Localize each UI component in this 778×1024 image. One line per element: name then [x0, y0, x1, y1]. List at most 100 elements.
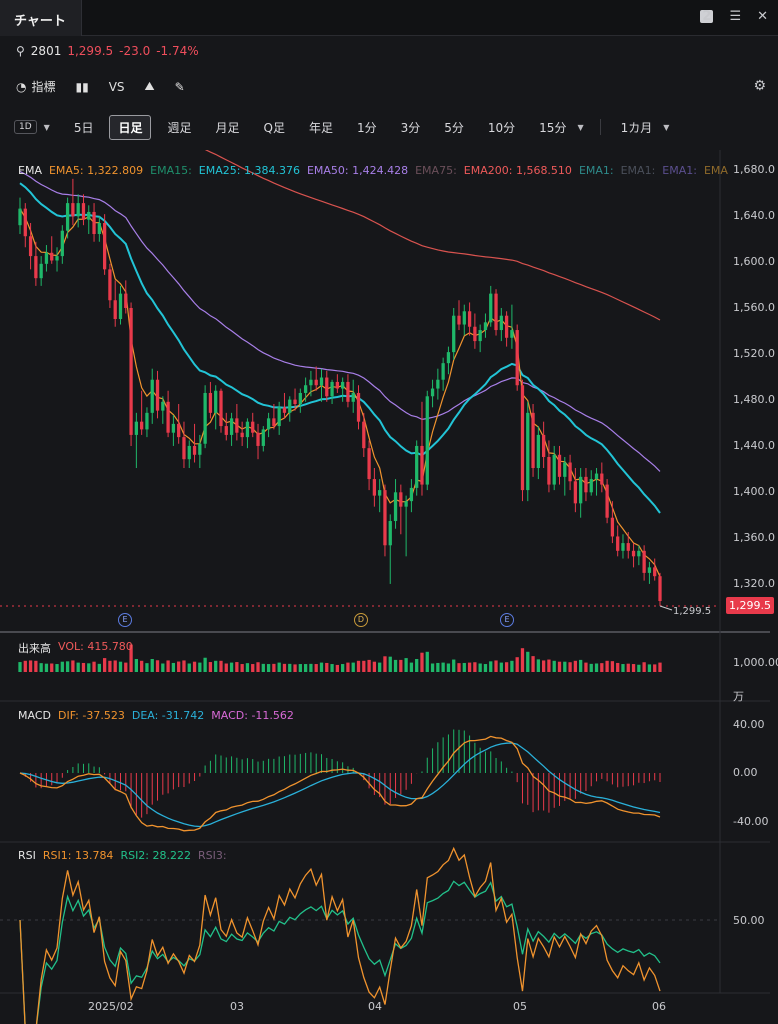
window-count-badge[interactable]: 2: [700, 9, 714, 24]
range-select[interactable]: 1カ月: [620, 120, 653, 135]
window-titlebar: チャート 2 ☰ ✕: [0, 0, 778, 36]
volume-bar: [314, 664, 318, 672]
candle-body: [457, 315, 461, 325]
candle-body: [309, 379, 313, 386]
volume-bar: [272, 663, 276, 672]
price-axis-tick: 1,480.0: [733, 393, 775, 406]
close-icon[interactable]: ✕: [757, 9, 768, 24]
list-icon[interactable]: ☰: [729, 9, 742, 24]
candle-body: [44, 252, 49, 264]
volume-bar: [547, 659, 551, 672]
rsi-axis-tick: 50.00: [733, 914, 765, 927]
gear-icon[interactable]: ⚙: [753, 78, 766, 94]
candle-body: [631, 550, 636, 557]
candle-body: [653, 567, 657, 577]
volume-bar: [76, 662, 80, 672]
period-5d[interactable]: 5日: [73, 120, 94, 135]
period-daily[interactable]: 日足: [109, 114, 152, 140]
volume-bar: [23, 660, 27, 672]
volume-bar: [489, 661, 493, 672]
price-axis-tick: 1,320.0: [733, 577, 775, 590]
candle-body: [531, 412, 535, 469]
volume-bar: [621, 664, 625, 672]
candle-body: [71, 203, 75, 217]
volume-bar: [383, 656, 387, 672]
ema-legend-item-7: EMA1:: [620, 164, 656, 177]
period-quarterly[interactable]: Q足: [263, 120, 285, 135]
ticker-code[interactable]: 2801: [30, 44, 62, 58]
compare-label: VS: [108, 79, 125, 94]
volume-bar: [129, 644, 133, 672]
earnings-event-marker[interactable]: E: [500, 613, 514, 627]
candle-body: [658, 576, 662, 602]
volume-bar: [134, 659, 139, 672]
volume-bar: [298, 664, 302, 672]
candle-body: [288, 399, 292, 413]
volume-bar: [81, 662, 86, 672]
chart-style-button[interactable]: ⛰: [145, 79, 155, 94]
quote-bar: ⚲ 2801 1,299.5 -23.0 -1.74%: [16, 44, 199, 58]
period-1min[interactable]: 1分: [356, 120, 377, 135]
chart-canvas[interactable]: [0, 150, 778, 1024]
indicator-icon: ◔: [16, 79, 27, 94]
candle-body: [489, 293, 493, 323]
volume-bar: [155, 660, 160, 672]
candle-body: [182, 437, 186, 460]
chart-tab[interactable]: チャート: [0, 0, 82, 36]
volume-bar: [60, 661, 64, 672]
candle-body: [637, 550, 641, 557]
candle-body: [124, 293, 128, 308]
period-10min[interactable]: 10分: [487, 120, 516, 135]
candle-body: [161, 401, 165, 411]
candle-body: [536, 434, 540, 469]
volume-bar: [457, 663, 461, 672]
volume-bar: [467, 662, 472, 672]
volume-bar: [393, 659, 398, 672]
period-15min[interactable]: 15分: [539, 120, 567, 135]
candle-body: [134, 421, 139, 435]
indicator-label: 指標: [31, 80, 56, 94]
chevron-down-icon[interactable]: ▼: [577, 122, 584, 132]
volume-bar: [473, 662, 477, 672]
candle-body: [515, 330, 519, 386]
draw-button[interactable]: ✎: [175, 80, 185, 94]
candle-body: [203, 392, 207, 444]
earnings-event-marker[interactable]: E: [118, 613, 132, 627]
macd-dif-line: [19, 735, 661, 832]
price-axis-tick: 1,520.0: [733, 347, 775, 360]
search-icon[interactable]: ⚲: [16, 44, 25, 58]
dividend-event-marker[interactable]: D: [354, 613, 368, 627]
chevron-down-icon[interactable]: ▼: [663, 122, 670, 132]
macd-axis-tick: 40.00: [733, 718, 765, 731]
candle-body: [298, 392, 302, 405]
period-weekly[interactable]: 週足: [167, 120, 192, 135]
candle-body: [478, 330, 482, 342]
volume-bar: [150, 659, 154, 672]
candle-body: [87, 211, 91, 220]
volume-bar: [71, 660, 75, 672]
candle-body: [235, 418, 239, 433]
volume-bar: [55, 664, 59, 672]
volume-bar: [605, 660, 609, 672]
volume-bar: [65, 661, 70, 672]
period-3min[interactable]: 3分: [400, 120, 421, 135]
rsi-legend: RSI RSI1: 13.784 RSI2: 28.222 RSI3:: [18, 849, 227, 862]
candle-body: [277, 407, 281, 427]
period-yearly[interactable]: 年足: [308, 120, 333, 135]
volume-bar: [362, 660, 366, 672]
indicator-button[interactable]: ◔ 指標: [16, 78, 56, 95]
candle-body: [325, 377, 329, 397]
candle-body: [430, 388, 435, 397]
compare-button[interactable]: VS: [109, 80, 125, 94]
volume-bar: [367, 659, 371, 672]
volume-bar: [145, 663, 149, 672]
interval-box[interactable]: 1D: [14, 120, 37, 134]
volume-bar: [420, 652, 424, 672]
chevron-down-icon[interactable]: ▼: [43, 122, 50, 132]
candle-type-button[interactable]: ▮▮: [76, 80, 89, 94]
period-5min[interactable]: 5分: [444, 120, 464, 135]
volume-bar: [356, 660, 361, 672]
period-monthly[interactable]: 月足: [215, 120, 240, 135]
candle-body: [388, 521, 392, 546]
candle-body: [192, 445, 197, 455]
